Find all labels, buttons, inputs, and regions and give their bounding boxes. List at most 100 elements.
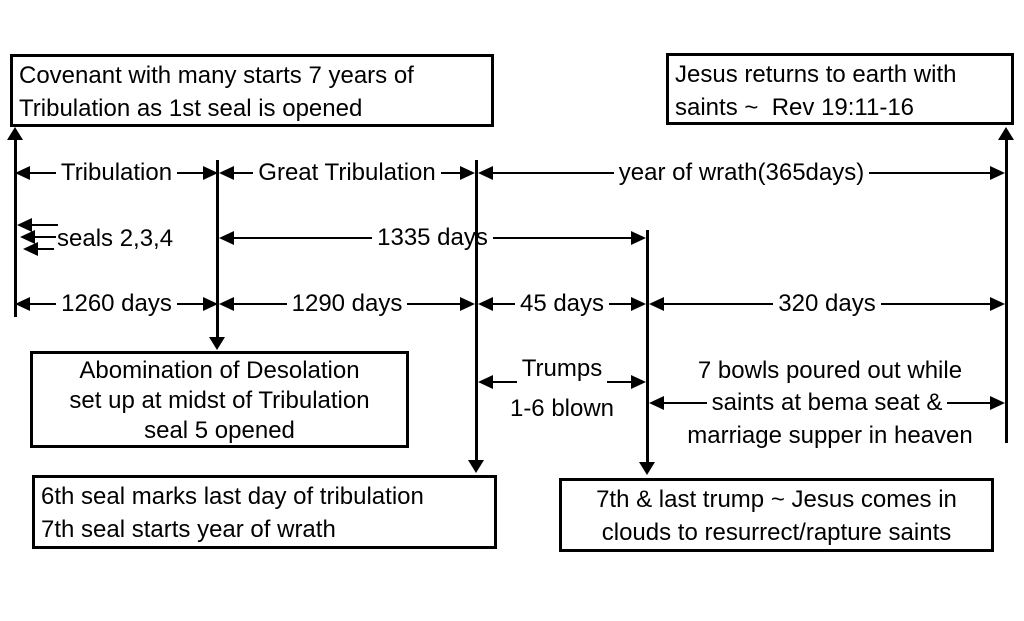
arrow-shaft [176,303,204,305]
arrow-shaft [493,172,614,174]
arrow-shaft [30,172,56,174]
arrowhead-right-icon [203,297,219,311]
rail-wrath-end [1005,139,1008,443]
arrowhead-right-icon [203,166,219,180]
bema-seat-label: saints at bema seat & [711,389,943,416]
arrowhead-right-icon [460,166,476,180]
arrowhead-left-icon [478,166,493,180]
arrowhead-right-icon [990,396,1006,410]
span-tribulation-label: Tribulation [60,159,173,186]
rail-tribulation-start [14,139,17,317]
arrowhead-right-icon [631,297,646,311]
arrow-shaft [38,248,54,250]
arrowhead-down-icon [639,462,655,475]
arrowhead-right-icon [460,297,476,311]
arrow-shaft [664,402,707,404]
arrow-shaft [177,172,204,174]
seal-3-arrow [20,220,56,254]
arrowhead-left-icon [23,242,38,256]
span-1335-days-label: 1335 days [377,224,488,251]
span-tribulation: Tribulation [15,156,219,190]
arrow-shaft [609,303,631,305]
arrow-shaft [35,236,56,238]
rail-last-trump [646,230,649,463]
arrow-shaft [869,172,991,174]
sixth-seal-box: 6th seal marks last day of tribulation 7… [32,475,497,549]
arrow-shaft [234,237,373,239]
arrowhead-left-icon [649,396,664,410]
jesus-returns-box-line1: Jesus returns to earth with [675,61,957,88]
sixth-seal-box-line2: 7th seal starts year of wrath [41,516,336,543]
arrowhead-down-icon [209,337,225,350]
covenant-box-line2: Tribulation as 1st seal is opened [19,95,363,122]
arrowhead-left-icon [15,297,30,311]
trumps-label: Trumps [521,355,603,382]
span-1290-days: 1290 days [219,287,476,321]
arrow-shaft [607,381,632,383]
covenant-box: Covenant with many starts 7 years of Tri… [10,54,494,127]
seals-234-label: seals 2,3,4 [57,225,174,252]
arrow-shaft [947,402,991,404]
arrowhead-left-icon [478,297,493,311]
abomination-box-line2: set up at midst of Tribulation [69,387,370,414]
arrowhead-right-icon [631,231,647,245]
rail-tribulation-end [475,160,478,461]
arrowhead-up-icon [7,127,23,140]
arrow-shaft [234,172,254,174]
seventh-trump-box: 7th & last trump ~ Jesus comes in clouds… [559,478,994,552]
arrowhead-up-icon [998,127,1014,140]
abomination-box-line3: seal 5 opened [144,417,295,444]
arrowhead-left-icon [17,218,32,232]
span-1260-days: 1260 days [15,287,219,321]
rail-mid-tribulation [216,160,219,338]
arrow-shaft [664,303,774,305]
arrowhead-left-icon [478,375,493,389]
arrow-shaft [492,237,632,239]
arrowhead-left-icon [219,231,234,245]
arrow-shaft [493,303,515,305]
seal-2-arrow [17,208,58,242]
jesus-returns-box-line2: saints ~ Rev 19:11-16 [675,94,915,121]
covenant-box-line1: Covenant with many starts 7 years of [19,62,414,89]
bowls-line3-label: marriage supper in heaven [687,422,973,449]
arrow-shaft [493,381,517,383]
span-1335-days: 1335 days [219,221,647,255]
arrowhead-down-icon [468,460,484,473]
jesus-returns-box: Jesus returns to earth with saints ~ Rev… [666,53,1014,125]
arrowhead-left-icon [15,166,30,180]
span-1260-days-label: 1260 days [61,290,172,317]
bowls-line1-label: 7 bowls poured out while [697,357,963,384]
span-45-days: 45 days [478,287,646,321]
span-year-of-wrath: year of wrath(365days) [478,156,1006,190]
arrowhead-left-icon [20,230,35,244]
span-45-days-label: 45 days [519,290,605,317]
span-320-days: 320 days [649,287,1005,321]
span-great-tribulation: Great Tribulation [219,156,476,190]
sixth-seal-box-line1: 6th seal marks last day of tribulation [41,483,424,510]
span-trumps: Trumps [478,355,647,399]
trumps-blown-label: 1-6 blown [509,395,615,422]
arrowhead-left-icon [649,297,664,311]
span-1290-days-label: 1290 days [291,290,403,317]
abomination-box-line1: Abomination of Desolation [79,357,360,384]
span-great-tribulation-label: Great Tribulation [258,159,436,186]
seventh-trump-box-line1: 7th & last trump ~ Jesus comes in [596,486,957,513]
arrow-shaft [440,172,461,174]
arrow-shaft [30,303,57,305]
arrow-shaft [407,303,461,305]
seventh-trump-box-line2: clouds to resurrect/rapture saints [601,519,952,546]
arrowhead-right-icon [631,375,647,389]
arrow-shaft [234,303,287,305]
arrowhead-left-icon [219,297,234,311]
arrow-shaft [880,303,990,305]
arrowhead-left-icon [219,166,234,180]
span-bema-seat: saints at bema seat & [649,386,1006,420]
abomination-box: Abomination of Desolation set up at mids… [30,351,409,448]
span-year-of-wrath-label: year of wrath(365days) [618,159,865,186]
seal-4-arrow [23,232,54,266]
span-320-days-label: 320 days [778,290,876,317]
arrowhead-right-icon [990,166,1006,180]
arrow-shaft [32,224,58,226]
arrowhead-right-icon [990,297,1005,311]
